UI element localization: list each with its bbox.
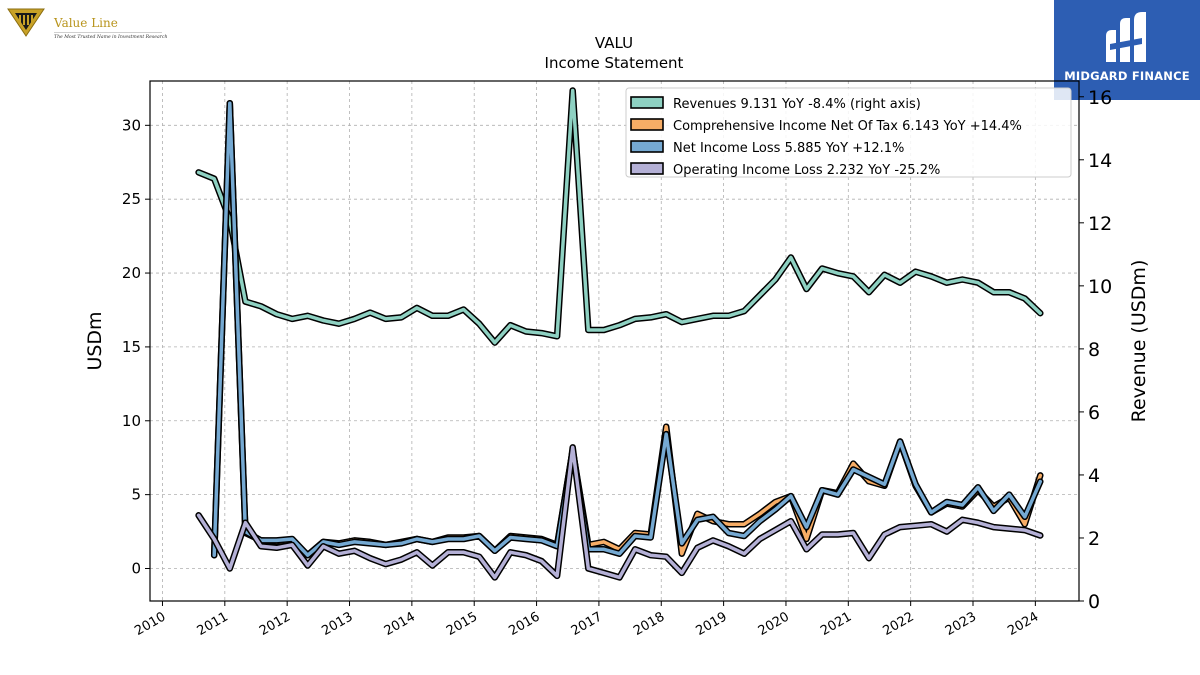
x-tick-label: 2018 (631, 609, 667, 639)
valueline-tagline: The Most Trusted Name in Investment Rese… (54, 35, 168, 40)
y-tick-label: 25 (122, 190, 141, 208)
y-tick-label: 15 (122, 338, 141, 356)
legend-swatch (630, 162, 664, 175)
legend-swatch (630, 118, 664, 131)
y-tick-label: 0 (131, 560, 141, 578)
x-tick-label: 2014 (382, 609, 418, 639)
plot-frame (149, 80, 1080, 602)
y2-tick-label: 2 (1088, 528, 1100, 550)
x-tick-label: 2010 (132, 609, 168, 639)
chart-subtitle: Income Statement (545, 54, 684, 72)
valueline-emblem-icon (7, 8, 45, 37)
legend-swatch (630, 96, 664, 109)
x-tick-label: 2016 (506, 609, 542, 639)
midgard-emblem-icon (1106, 12, 1146, 62)
operating-income-line-outline (195, 444, 1044, 581)
valueline-divider (54, 32, 162, 33)
x-tick-label: 2015 (444, 609, 480, 639)
y2-tick-label: 16 (1088, 87, 1112, 109)
midgard-finance-name: MIDGARD FINANCE (1064, 69, 1190, 83)
x-tick-label: 2020 (756, 609, 792, 639)
y-tick-label: 5 (131, 486, 141, 504)
midgard-finance-badge: MIDGARD FINANCE (1054, 0, 1200, 100)
operating-income-line (196, 445, 1043, 580)
y2-axis-label: Revenue (USDm) (1128, 260, 1150, 423)
y-tick-label: 20 (122, 264, 141, 282)
y2-tick-label: 6 (1088, 402, 1100, 424)
x-tick-label: 2012 (257, 609, 293, 639)
y-tick-label: 30 (122, 116, 141, 134)
valueline-name: Value Line (54, 16, 118, 30)
legend-entry: Operating Income Loss 2.232 YoY -25.2% (673, 163, 940, 178)
y2-tick-label: 10 (1088, 276, 1112, 298)
series-lines (195, 87, 1044, 581)
y2-tick-label: 4 (1088, 465, 1100, 487)
y2-tick-label: 8 (1088, 339, 1100, 361)
y-tick-label: 10 (122, 412, 141, 430)
legend-swatch (630, 140, 664, 153)
y2-tick-label: 14 (1088, 150, 1112, 172)
legend-box (625, 87, 1072, 178)
revenues-line (196, 88, 1043, 345)
legend-entry: Net Income Loss 5.885 YoY +12.1% (673, 141, 904, 156)
y-axis-label: USDm (84, 311, 106, 370)
x-tick-label: 2019 (693, 609, 729, 639)
x-tick-label: 2013 (319, 609, 355, 639)
x-tick-label: 2017 (569, 609, 605, 639)
x-tick-label: 2023 (943, 609, 979, 639)
valueline-logo: Value Line The Most Trusted Name in Inve… (6, 6, 168, 42)
x-tick-label: 2021 (818, 609, 854, 639)
legend-entry: Comprehensive Income Net Of Tax 6.143 Yo… (673, 119, 1022, 134)
x-tick-label: 2024 (1005, 609, 1041, 639)
chart-title: VALU (595, 34, 633, 52)
y2-tick-label: 0 (1088, 591, 1100, 613)
legend-entry: Revenues 9.131 YoY -8.4% (right axis) (673, 97, 921, 112)
y2-tick-label: 12 (1088, 213, 1112, 235)
legend: Revenues 9.131 YoY -8.4% (right axis) Com… (625, 87, 1072, 178)
x-tick-label: 2022 (880, 609, 916, 639)
net-income-line (212, 101, 1043, 557)
x-tick-label: 2011 (195, 609, 231, 639)
